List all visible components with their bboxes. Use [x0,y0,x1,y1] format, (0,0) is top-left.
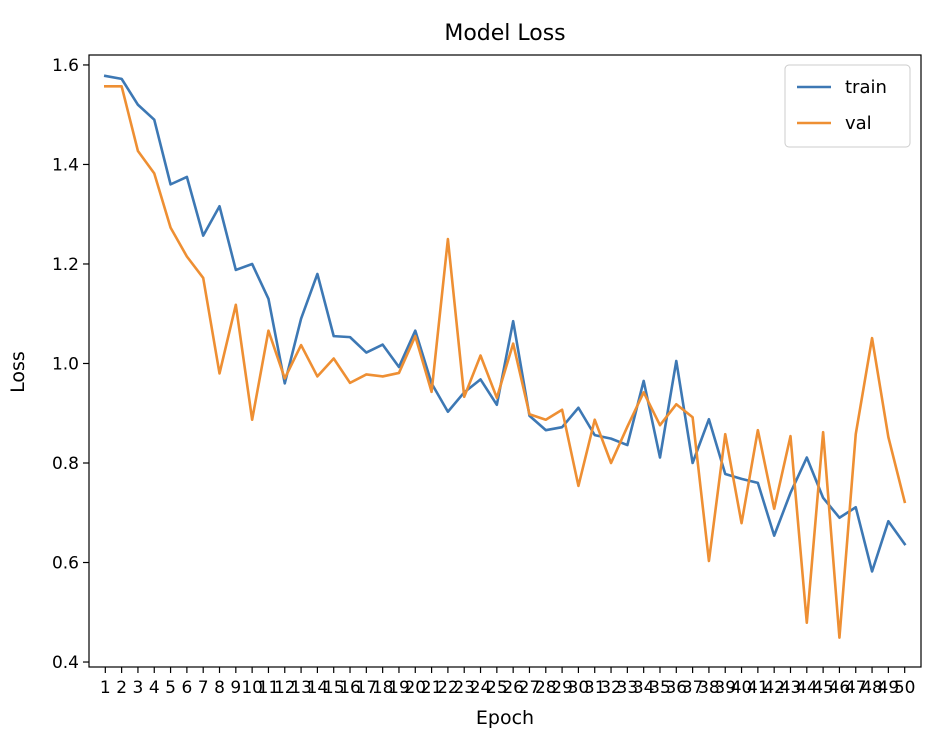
x-axis-label: Epoch [476,707,534,729]
x-tick-label: 6 [181,678,192,698]
y-tick-label: 0.8 [52,454,79,474]
series-line-train [103,74,907,573]
x-tick-label: 30 [568,678,590,698]
x-tick-label: 13 [290,678,312,698]
x-tick-label: 35 [649,678,671,698]
x-tick-label: 47 [845,678,867,698]
y-tick-label: 0.4 [52,653,79,673]
legend: train val [784,64,911,148]
x-tick-label: 24 [470,678,492,698]
x-tick-label: 1 [100,678,111,698]
x-tick-label: 25 [486,678,508,698]
x-tick-label: 49 [878,678,900,698]
x-tick-label: 22 [437,678,459,698]
y-tick-label: 1.6 [52,56,79,76]
x-tick-label: 40 [731,678,753,698]
x-tick-label: 11 [258,678,280,698]
y-tick-label: 1.2 [52,255,79,275]
x-tick-label: 37 [682,678,704,698]
x-tick-label: 27 [519,678,541,698]
x-tick-label: 7 [198,678,209,698]
x-tick-label: 39 [714,678,736,698]
x-tick-label: 29 [551,678,573,698]
x-tick-label: 2 [116,678,127,698]
chart-title: Model Loss [444,21,565,46]
x-tick-label: 23 [453,678,475,698]
y-tick-label: 0.6 [52,554,79,574]
x-tick-label: 14 [307,678,329,698]
legend-label-train: train [845,77,887,98]
x-tick-label: 12 [274,678,296,698]
y-tick-label: 1.0 [52,354,79,374]
x-tick-label: 16 [339,678,361,698]
y-tick-label: 1.4 [52,155,79,175]
x-tick-label: 33 [617,678,639,698]
y-axis-label: Loss [7,351,29,393]
x-tick-label: 46 [829,678,851,698]
x-tick-label: 19 [388,678,410,698]
x-tick-label: 9 [230,678,241,698]
x-tick-label: 38 [698,678,720,698]
plot-area: 0.40.60.81.01.21.41.61 2 3 4 5 6 7 8 9 1011121314… [52,54,922,698]
x-tick-label: 3 [133,678,144,698]
x-tick-label: 5 [165,678,176,698]
legend-box [784,64,911,148]
series-line-val [104,85,907,639]
x-tick-label: 44 [796,678,818,698]
x-tick-label: 21 [421,678,443,698]
axes-frame [88,54,922,668]
x-tick-label: 43 [780,678,802,698]
x-tick-label: 28 [535,678,557,698]
x-tick-label: 26 [502,678,524,698]
x-tick-label: 45 [812,678,834,698]
x-tick-label: 32 [600,678,622,698]
x-tick-label: 17 [356,678,378,698]
x-tick-label: 41 [747,678,769,698]
x-tick-label: 10 [241,678,263,698]
x-tick-label: 50 [894,678,916,698]
x-tick-label: 18 [372,678,394,698]
x-tick-label: 4 [149,678,160,698]
x-tick-label: 42 [763,678,785,698]
x-tick-label: 20 [404,678,426,698]
legend-label-val: val [845,113,872,134]
x-tick-label: 48 [861,678,883,698]
x-tick-label: 31 [584,678,606,698]
x-tick-label: 8 [214,678,225,698]
x-tick-label: 34 [633,678,655,698]
x-tick-label: 15 [323,678,345,698]
x-tick-label: 36 [665,678,687,698]
